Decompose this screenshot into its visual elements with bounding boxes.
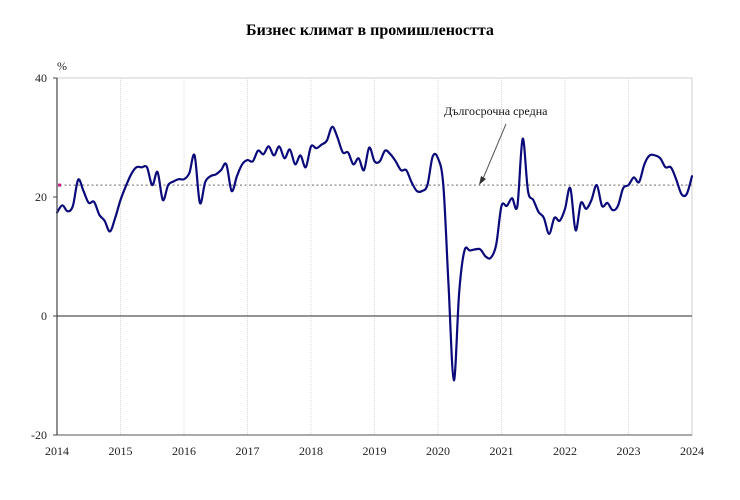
y-tick-label: -20	[31, 428, 47, 442]
x-tick-label: 2014	[45, 444, 69, 458]
x-tick-label: 2021	[490, 444, 514, 458]
arrowhead-icon	[479, 176, 486, 185]
x-tick-label: 2020	[426, 444, 450, 458]
chart-title: Бизнес климат в промишлеността	[246, 22, 494, 39]
x-tick-label: 2024	[680, 444, 704, 458]
x-tick-label: 2015	[109, 444, 133, 458]
y-tick-label: 40	[35, 71, 47, 85]
average-marker	[58, 183, 61, 187]
y-tick-label: 20	[35, 190, 47, 204]
y-tick-label: 0	[41, 309, 47, 323]
x-tick-label: 2023	[617, 444, 641, 458]
x-tick-label: 2016	[172, 444, 196, 458]
series-line	[55, 125, 694, 382]
annotation-arrow	[481, 123, 507, 182]
x-tick-label: 2022	[553, 444, 577, 458]
y-axis-ticks: -20 0 20 40	[31, 71, 57, 442]
x-tick-label: 2018	[299, 444, 323, 458]
y-unit-label: %	[57, 59, 67, 73]
x-tick-label: 2017	[236, 444, 260, 458]
x-tick-label: 2019	[363, 444, 387, 458]
avg-annotation-label: Дългосрочна средна	[444, 104, 548, 118]
vertical-gridlines	[120, 78, 629, 435]
x-axis-ticks: 2014 2015 2016 2017 2018 2019 2020 2021 2022 2023…	[45, 444, 704, 458]
